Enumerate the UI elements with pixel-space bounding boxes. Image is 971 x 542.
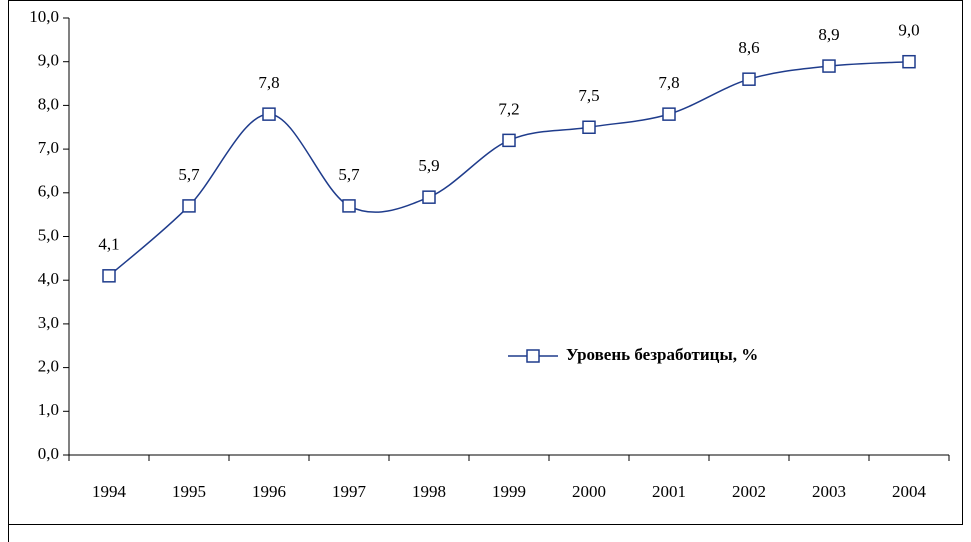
- x-tick-label: 2003: [812, 482, 846, 501]
- x-tick-label: 1997: [332, 482, 367, 501]
- y-tick-label: 3,0: [38, 313, 59, 332]
- data-label: 9,0: [898, 21, 919, 40]
- marker: [502, 133, 516, 148]
- data-label: 8,9: [818, 25, 839, 44]
- data-label: 7,2: [498, 99, 519, 118]
- x-tick-label: 2002: [732, 482, 766, 501]
- marker: [742, 72, 756, 86]
- x-tick-label: 2001: [652, 482, 686, 501]
- chart-frame: [8, 0, 963, 525]
- x-tick-label: 1994: [92, 482, 127, 501]
- marker: [422, 190, 436, 204]
- x-tick-label: 2000: [572, 482, 606, 501]
- data-label: 4,1: [98, 235, 119, 254]
- y-tick-label: 0,0: [38, 444, 59, 463]
- y-tick-label: 6,0: [38, 182, 59, 201]
- x-tick-label: 2004: [892, 482, 927, 501]
- marker: [342, 199, 356, 213]
- marker: [662, 107, 676, 121]
- y-tick-label: 7,0: [38, 138, 59, 157]
- data-label: 5,7: [178, 165, 200, 184]
- data-label: 7,8: [258, 73, 279, 92]
- series-line: [108, 60, 910, 277]
- data-label: 7,5: [578, 86, 599, 105]
- x-tick-label: 1995: [172, 482, 206, 501]
- y-tick-label: 10,0: [29, 7, 59, 26]
- legend-marker: [526, 349, 540, 363]
- marker: [262, 107, 276, 121]
- x-tick-label: 1996: [252, 482, 286, 501]
- y-tick-label: 4,0: [38, 269, 59, 288]
- data-label: 5,7: [338, 165, 360, 184]
- y-tick-label: 9,0: [38, 51, 59, 70]
- x-tick-label: 1998: [412, 482, 446, 501]
- data-label: 5,9: [418, 156, 439, 175]
- y-tick-label: 5,0: [38, 225, 59, 244]
- y-tick-label: 1,0: [38, 400, 59, 419]
- x-tick-label: 1999: [492, 482, 526, 501]
- legend-label: Уровень безработицы, %: [566, 345, 758, 364]
- y-tick-label: 2,0: [38, 357, 59, 376]
- marker: [822, 59, 836, 73]
- marker: [182, 199, 196, 213]
- marker: [582, 120, 596, 134]
- data-label: 8,6: [738, 38, 759, 57]
- marker: [102, 269, 116, 283]
- marker: [902, 54, 916, 69]
- data-label: 7,8: [658, 73, 679, 92]
- y-tick-label: 8,0: [38, 94, 59, 113]
